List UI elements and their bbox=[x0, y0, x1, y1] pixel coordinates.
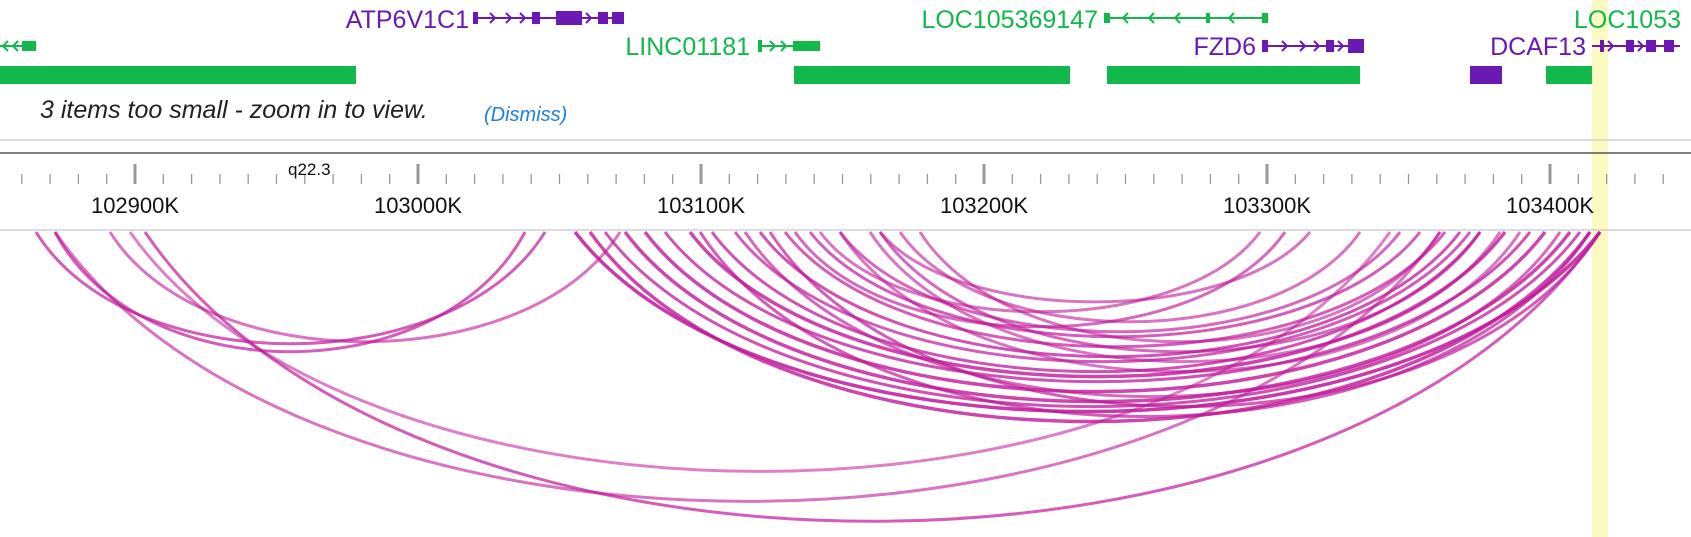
interaction-arc[interactable] bbox=[588, 230, 1592, 424]
interaction-arc[interactable] bbox=[818, 231, 1262, 314]
collapsed-features bbox=[0, 66, 1592, 84]
gene-loc105369147[interactable]: LOC105369147 bbox=[921, 6, 1268, 34]
interaction-arc[interactable] bbox=[128, 231, 1392, 473]
interaction-arc[interactable] bbox=[743, 231, 1562, 398]
gene-dcaf13[interactable]: DCAF13 bbox=[1490, 33, 1680, 61]
interaction-arc[interactable] bbox=[868, 231, 1502, 364]
interaction-arc[interactable] bbox=[838, 231, 1522, 374]
feature-bar[interactable] bbox=[1107, 66, 1360, 84]
interaction-arc[interactable] bbox=[898, 231, 1362, 324]
feature-bar[interactable] bbox=[794, 66, 1070, 84]
gene-linc01181[interactable]: LINC01181 bbox=[625, 33, 820, 61]
interaction-arc[interactable] bbox=[838, 231, 1402, 334]
minor-ticks bbox=[21, 174, 1664, 184]
interaction-arc[interactable] bbox=[603, 231, 1582, 408]
position-highlight bbox=[1592, 0, 1608, 537]
interaction-arc[interactable] bbox=[918, 231, 1442, 344]
interaction-arc[interactable] bbox=[34, 231, 547, 346]
tick-label: 103300K bbox=[1223, 193, 1311, 218]
tick-label: 103000K bbox=[374, 193, 462, 218]
gene-fzd6[interactable]: FZD6 bbox=[1194, 33, 1365, 61]
too-small-notice: 3 items too small - zoom in to view. bbox=[40, 96, 428, 124]
interaction-arc[interactable] bbox=[733, 231, 1472, 364]
gene-label-loc1053: LOC1053 bbox=[1574, 6, 1681, 34]
tick-label: 103200K bbox=[940, 193, 1028, 218]
tick-label: 103400K bbox=[1506, 193, 1594, 218]
dismiss-link[interactable]: (Dismiss) bbox=[484, 104, 568, 126]
gene-label-linc01181: LINC01181 bbox=[625, 33, 750, 61]
gene-left-partial[interactable] bbox=[0, 40, 36, 52]
feature-bar[interactable] bbox=[0, 66, 356, 84]
gene-label-loc105369147: LOC105369147 bbox=[921, 6, 1098, 34]
band-label: q22.3 bbox=[288, 160, 331, 179]
interaction-arc[interactable] bbox=[878, 231, 1312, 304]
ruler: q22.3 102900K 103000K 103100K 103200K 10… bbox=[21, 160, 1664, 218]
tick-label: 103100K bbox=[657, 193, 745, 218]
interaction-arc[interactable] bbox=[643, 230, 1547, 394]
interaction-arc[interactable] bbox=[688, 230, 1507, 379]
interaction-arc[interactable] bbox=[768, 231, 1602, 408]
feature-bar[interactable] bbox=[1546, 66, 1592, 84]
feature-bar[interactable] bbox=[1470, 66, 1502, 84]
interaction-arc[interactable] bbox=[143, 231, 1602, 523]
gene-label-dcaf13: DCAF13 bbox=[1490, 33, 1586, 61]
interaction-arc[interactable] bbox=[108, 231, 622, 344]
tick-labels: 102900K 103000K 103100K 103200K 103300K … bbox=[91, 193, 1594, 218]
gene-label-fzd6: FZD6 bbox=[1194, 33, 1257, 61]
gene-loc1053[interactable]: LOC1053 bbox=[1574, 6, 1681, 34]
gene-atp6v1c1[interactable]: ATP6V1C1 bbox=[346, 6, 624, 34]
interaction-arc[interactable] bbox=[698, 231, 1592, 418]
interaction-arcs bbox=[34, 230, 1602, 523]
interaction-arc[interactable] bbox=[783, 231, 1447, 349]
tick-label: 102900K bbox=[91, 193, 179, 218]
gene-track: ATP6V1C1 LINC01181 LOC105369147 bbox=[0, 6, 1681, 84]
interaction-arc[interactable] bbox=[878, 231, 1482, 354]
gene-label-atp6v1c1: ATP6V1C1 bbox=[346, 6, 469, 34]
major-ticks bbox=[133, 164, 1552, 184]
interaction-arc[interactable] bbox=[793, 231, 1287, 329]
